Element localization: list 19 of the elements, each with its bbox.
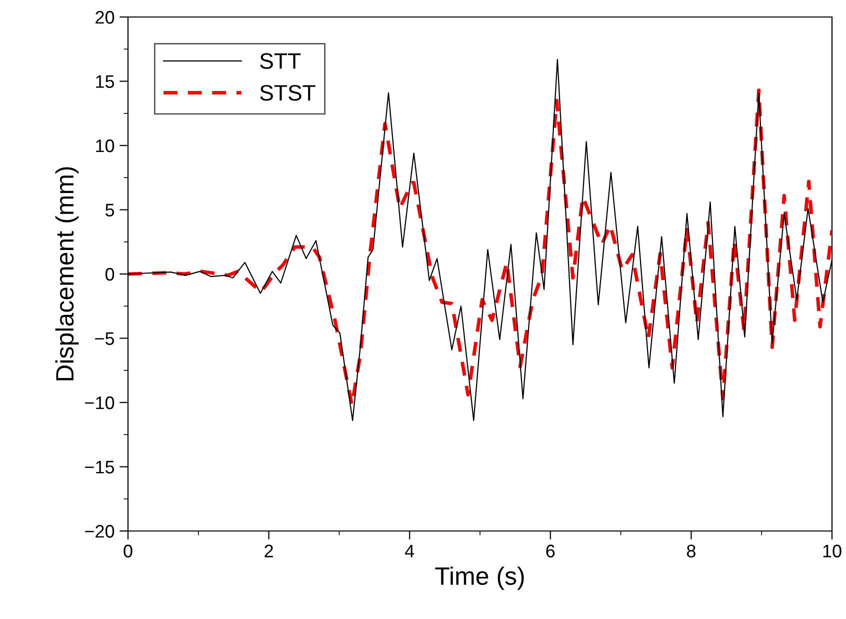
y-tick-label: −15: [85, 460, 114, 474]
x-tick-label: 4: [404, 544, 414, 558]
x-tick-label: 0: [124, 544, 132, 558]
x-tick-label: 6: [546, 544, 555, 558]
y-tick-label: 0: [105, 268, 114, 281]
x-tick-label: 10: [823, 544, 842, 558]
legend-label: STST: [260, 84, 316, 101]
y-tick-label: 15: [96, 75, 114, 88]
y-tick-label: 5: [105, 204, 114, 216]
y-tick-label: 10: [96, 139, 114, 152]
legend-label: STT: [260, 53, 301, 69]
y-tick-label: −5: [95, 332, 114, 345]
x-axis-title: Time (s): [435, 566, 524, 590]
y-tick-label: −20: [85, 524, 114, 538]
x-tick-label: 2: [264, 544, 273, 558]
x-tick-label: 8: [686, 544, 696, 558]
y-tick-label: 20: [96, 10, 114, 24]
y-axis-title: Displacement (mm): [55, 167, 79, 380]
y-tick-label: −10: [85, 396, 114, 410]
